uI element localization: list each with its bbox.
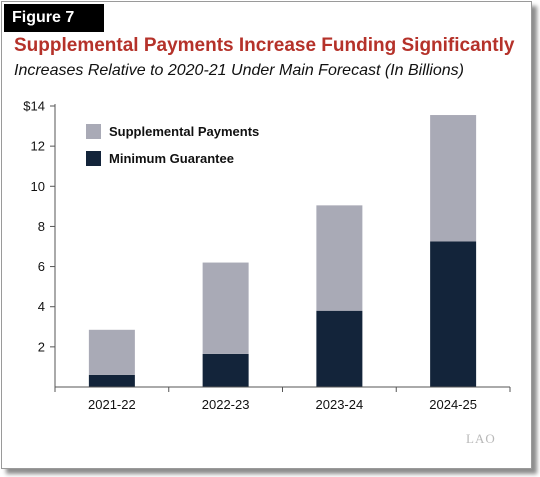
bar-supplemental-payments-2024-25 (430, 115, 477, 242)
x-tick-label: 2024-25 (429, 397, 477, 412)
lao-watermark: LAO (466, 431, 496, 446)
bar-supplemental-payments-2022-23 (202, 262, 249, 354)
x-axis: 2021-22 2022-23 2023-24 2024-25 (54, 386, 511, 412)
legend: Supplemental Payments Minimum Guarantee (86, 124, 259, 166)
bar-supplemental-payments-2021-22 (88, 329, 135, 375)
legend-swatch-supplemental-payments (86, 124, 101, 139)
chart-subtitle: Increases Relative to 2020-21 Under Main… (14, 62, 464, 79)
y-tick-label: 6 (38, 259, 45, 274)
y-tick-label: 12 (31, 139, 45, 154)
bar-minimum-guarantee-2024-25 (430, 241, 477, 387)
figure-label: Figure 7 (4, 4, 104, 32)
x-tick-label: 2023-24 (316, 397, 364, 412)
bars (88, 115, 477, 387)
y-tick-label: 8 (38, 219, 45, 234)
bar-minimum-guarantee-2021-22 (88, 374, 135, 387)
bar-minimum-guarantee-2022-23 (202, 353, 249, 387)
y-tick-label: 2 (38, 339, 45, 354)
y-tick-label: 10 (31, 179, 45, 194)
y-tick-label: 4 (38, 299, 45, 314)
y-tick-label: $14 (23, 99, 45, 114)
legend-label-supplemental-payments: Supplemental Payments (109, 124, 259, 139)
chart-title: Supplemental Payments Increase Funding S… (14, 35, 515, 56)
bar-supplemental-payments-2023-24 (316, 205, 363, 311)
bar-minimum-guarantee-2023-24 (316, 310, 363, 387)
x-tick-label: 2021-22 (88, 397, 136, 412)
x-tick-label: 2022-23 (202, 397, 250, 412)
legend-swatch-minimum-guarantee (86, 151, 101, 166)
legend-label-minimum-guarantee: Minimum Guarantee (109, 151, 234, 166)
y-axis: 2 4 6 8 10 12 $14 (23, 99, 56, 387)
